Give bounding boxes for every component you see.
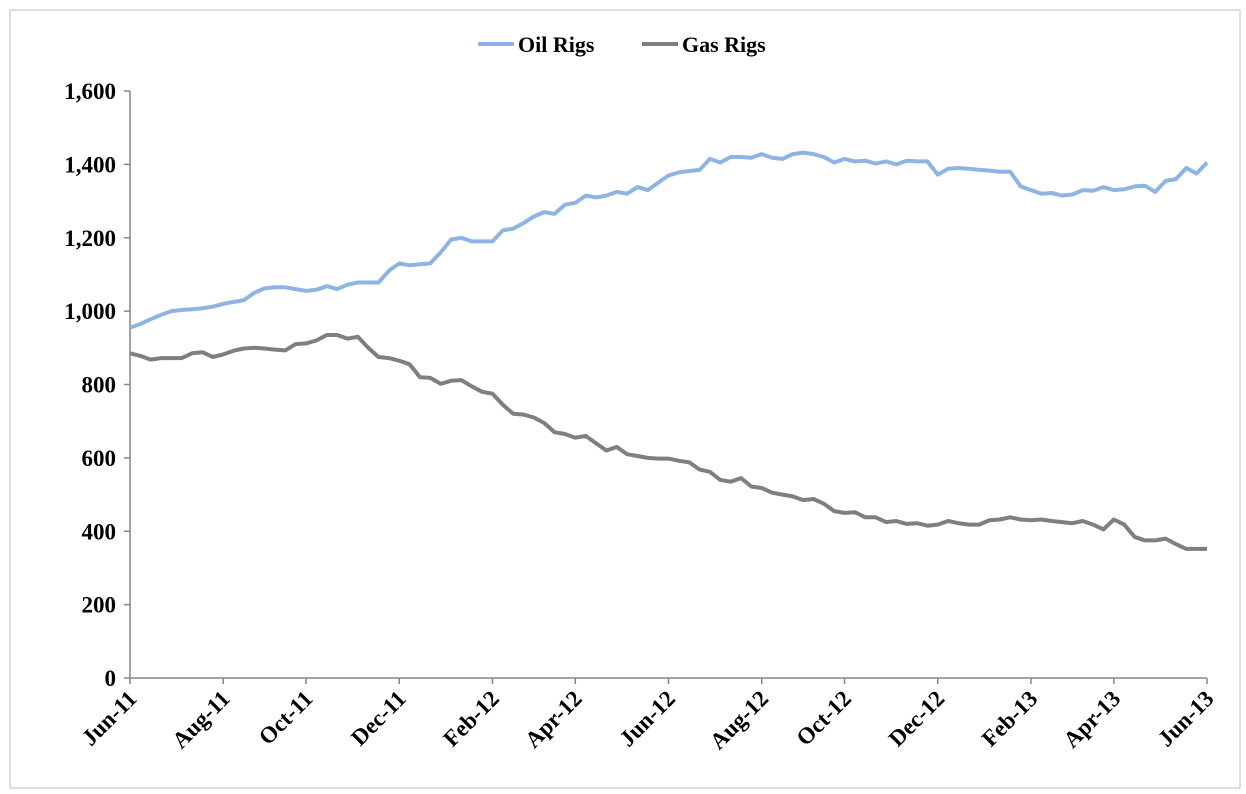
y-tick-label: 1,400 [64, 152, 116, 177]
series-line [129, 333, 1207, 551]
y-tick-label: 800 [82, 373, 117, 398]
y-tick-label: 1,200 [64, 226, 116, 251]
series-line [129, 150, 1209, 330]
y-tick-label: 1,000 [64, 299, 116, 324]
y-tick-label: 600 [82, 446, 117, 471]
y-tick-label: 400 [82, 519, 117, 544]
y-tick-label: 200 [82, 593, 117, 618]
y-tick-label: 0 [105, 666, 117, 691]
legend-label: Gas Rigs [682, 32, 766, 57]
chart-border [9, 9, 1241, 789]
legend-label: Oil Rigs [518, 32, 595, 57]
y-tick-label: 1,600 [64, 79, 116, 104]
